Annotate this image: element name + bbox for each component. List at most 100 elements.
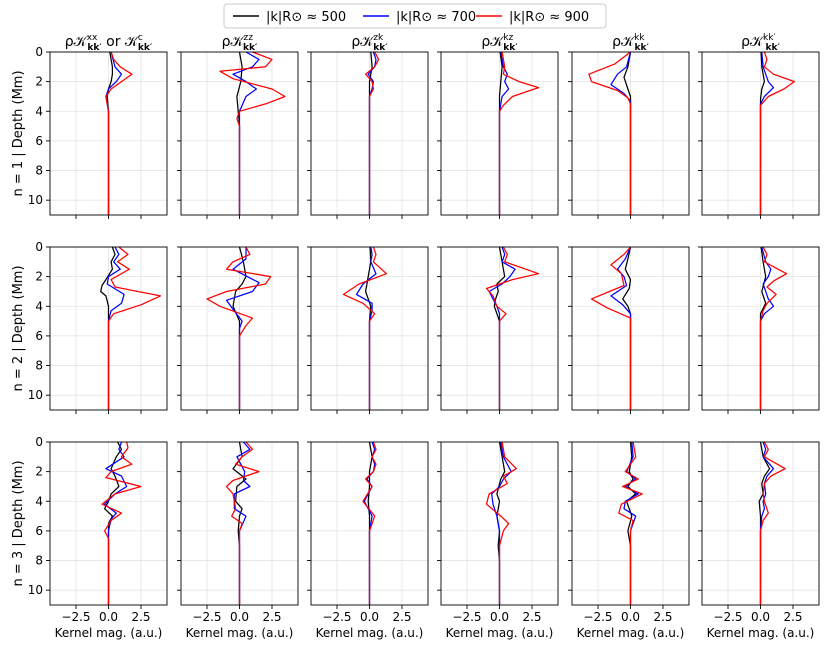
panel-r2-c0: −2.5 0.0 2.5 0 2 4 6 8 10 Kernel mag. (a.u.) [28, 435, 168, 640]
column-title-sub: kk′ [766, 43, 781, 53]
column-titles: ρ𝒦xx kk′ or 𝒦c kk′ ρ𝒦zz kk′ ρ𝒦zk kk′ ρ𝒦kz kk′ ρ𝒦k… [65, 33, 781, 53]
x-tick-label: 0.0 [360, 610, 379, 624]
x-axis-label: Kernel mag. (a.u.) [55, 626, 163, 640]
series-line-0 [493, 246, 506, 410]
y-tick-label: 8 [35, 554, 43, 568]
column-title-base: ρ𝒦 [222, 34, 246, 50]
series-line-2 [101, 441, 142, 605]
y-tick-label: 4 [35, 299, 43, 313]
panel-r2-c1: −2.5 0.0 2.5 Kernel mag. (a.u.) [177, 441, 299, 640]
series-line-1 [106, 246, 125, 410]
series-line-0 [758, 441, 771, 605]
series-line-1 [759, 441, 775, 605]
y-tick-label: 6 [35, 134, 43, 148]
column-title-2: ρ𝒦zk kk′ [351, 33, 388, 53]
y-tick-label: 8 [35, 164, 43, 178]
y-tick-label: 4 [35, 104, 43, 118]
column-title-base: ρ𝒦 [481, 34, 505, 50]
series-line-2 [759, 441, 786, 605]
series-line-1 [610, 246, 632, 410]
panel-r1-c2 [307, 246, 429, 414]
series-line-0 [625, 441, 637, 605]
column-title-sub: kk′ [503, 43, 518, 53]
series-line-1 [233, 441, 251, 605]
panel-r2-c3: −2.5 0.0 2.5 Kernel mag. (a.u.) [437, 441, 559, 640]
y-tick-label: 4 [35, 494, 43, 508]
series-line-2 [219, 51, 286, 215]
x-tick-label: 0.0 [621, 610, 640, 624]
y-tick-label: 2 [35, 465, 43, 479]
series-line-1 [355, 246, 377, 410]
x-tick-label: 2.5 [783, 610, 802, 624]
panel-r1-c1 [177, 246, 299, 414]
x-tick-label: 0.0 [751, 610, 770, 624]
series-line-2 [105, 51, 133, 215]
column-title-sup: zz [244, 33, 254, 43]
column-title-sub2: kk′ [138, 43, 153, 53]
series-line-1 [759, 246, 775, 410]
x-tick-label: 2.5 [131, 610, 150, 624]
series-line-0 [759, 246, 767, 410]
row-label-2: n = 3 | Depth (Mm) [11, 460, 26, 586]
series-line-1 [491, 441, 512, 605]
column-title-sup: kz [503, 33, 513, 43]
column-title-5: ρ𝒦kk′ kk′ [741, 33, 780, 53]
panel-r1-c5 [698, 246, 820, 414]
y-tick-label: 6 [35, 329, 43, 343]
legend-frame [223, 3, 607, 29]
column-title-1: ρ𝒦zz kk′ [222, 33, 258, 53]
column-title-sup2: c [138, 33, 143, 43]
series-line-2 [759, 246, 788, 410]
column-title-sub: kk′ [87, 43, 102, 53]
panel-r2-c5: −2.5 0.0 2.5 Kernel mag. (a.u.) [698, 441, 820, 640]
x-tick-label: 2.5 [392, 610, 411, 624]
panel-r0-c4 [568, 51, 690, 219]
x-tick-label: −2.5 [452, 610, 481, 624]
x-tick-label: 2.5 [653, 610, 672, 624]
series-line-0 [100, 246, 116, 410]
series-line-1 [759, 51, 775, 215]
series-line-0 [103, 441, 123, 605]
series-line-2 [759, 51, 795, 215]
panel-r1-c3 [437, 246, 559, 414]
panel-r0-c3 [437, 51, 559, 219]
legend-label-700: |k|R⊙ ≈ 700 [396, 10, 476, 25]
panel-r1-c0: 0 2 4 6 8 10 [28, 240, 168, 414]
x-axis-label: Kernel mag. (a.u.) [446, 626, 554, 640]
column-title-sub: kk′ [635, 43, 650, 53]
x-tick-label: 0.0 [230, 610, 249, 624]
x-axis-label: Kernel mag. (a.u.) [316, 626, 424, 640]
series-line-1 [610, 51, 632, 215]
x-tick-label: −2.5 [192, 610, 221, 624]
column-title-base: ρ𝒦 [741, 34, 765, 50]
column-title-base: ρ𝒦 [65, 34, 89, 50]
column-title-base: ρ𝒦 [351, 34, 375, 50]
y-tick-label: 10 [28, 583, 43, 597]
column-title-sup: kk [634, 33, 645, 43]
series-line-1 [623, 441, 639, 605]
panel-r1-c4 [568, 246, 690, 414]
y-tick-label: 2 [35, 270, 43, 284]
row-label-1: n = 2 | Depth (Mm) [11, 265, 26, 391]
column-title-base: ρ𝒦 [612, 34, 636, 50]
column-title-sup: xx [87, 33, 98, 43]
series-line-1 [232, 51, 260, 215]
column-title-3: ρ𝒦kz kk′ [481, 33, 518, 53]
series-line-0 [622, 246, 632, 410]
series-line-0 [232, 246, 247, 410]
x-axis-label: Kernel mag. (a.u.) [186, 626, 294, 640]
series-line-2 [107, 246, 162, 410]
x-tick-label: −2.5 [583, 610, 612, 624]
y-tick-label: 2 [35, 75, 43, 89]
series-line-2 [342, 246, 388, 410]
x-tick-label: 0.0 [490, 610, 509, 624]
x-tick-label: 2.5 [522, 610, 541, 624]
x-tick-label: 0.0 [99, 610, 118, 624]
series-line-2 [364, 51, 380, 215]
legend-label-900: |k|R⊙ ≈ 900 [509, 10, 589, 25]
column-title-sub: kk′ [243, 43, 258, 53]
y-tick-label: 0 [35, 45, 43, 59]
y-tick-label: 0 [35, 435, 43, 449]
